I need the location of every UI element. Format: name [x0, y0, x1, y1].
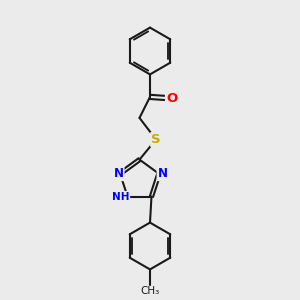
Text: O: O [166, 92, 177, 105]
Text: CH₃: CH₃ [140, 286, 160, 296]
Text: N: N [114, 167, 124, 180]
Text: N: N [158, 167, 167, 180]
Text: NH: NH [112, 191, 130, 202]
Text: S: S [151, 133, 161, 146]
